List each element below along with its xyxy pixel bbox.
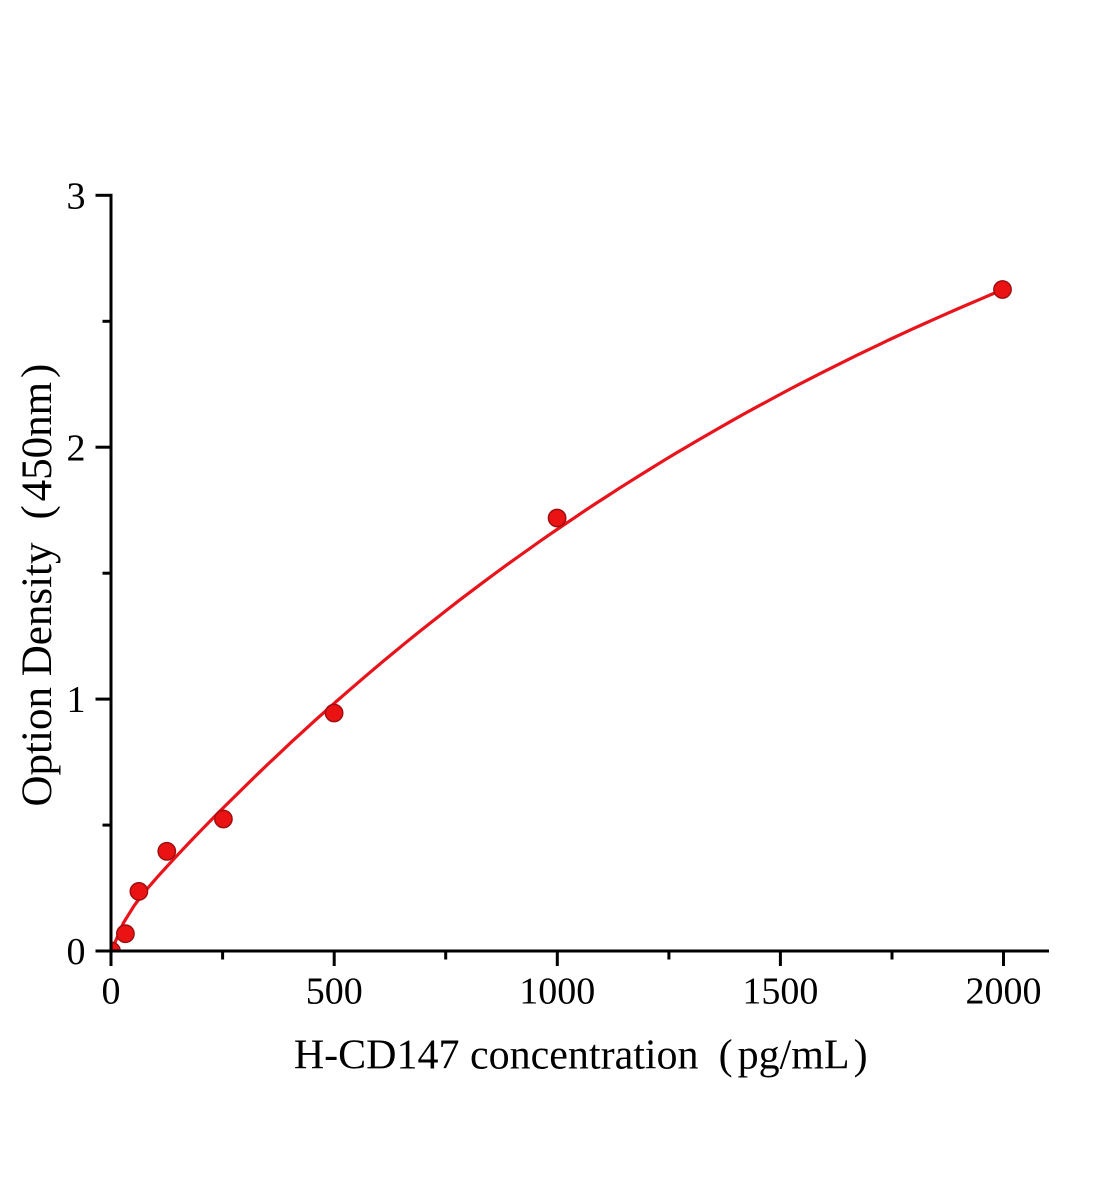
svg-text:1000: 1000 bbox=[519, 971, 595, 1013]
svg-text:0: 0 bbox=[102, 971, 121, 1013]
svg-text:1500: 1500 bbox=[742, 971, 818, 1013]
svg-text:3: 3 bbox=[67, 175, 86, 217]
svg-text:2: 2 bbox=[67, 427, 86, 469]
svg-text:H-CD147 concentration (pg/mL): H-CD147 concentration (pg/mL) bbox=[294, 1033, 868, 1079]
svg-text:2000: 2000 bbox=[966, 971, 1042, 1013]
svg-text:500: 500 bbox=[306, 971, 363, 1013]
svg-text:Option Density (450nm): Option Density (450nm) bbox=[14, 364, 61, 807]
svg-text:1: 1 bbox=[67, 679, 86, 721]
svg-text:0: 0 bbox=[67, 931, 86, 973]
